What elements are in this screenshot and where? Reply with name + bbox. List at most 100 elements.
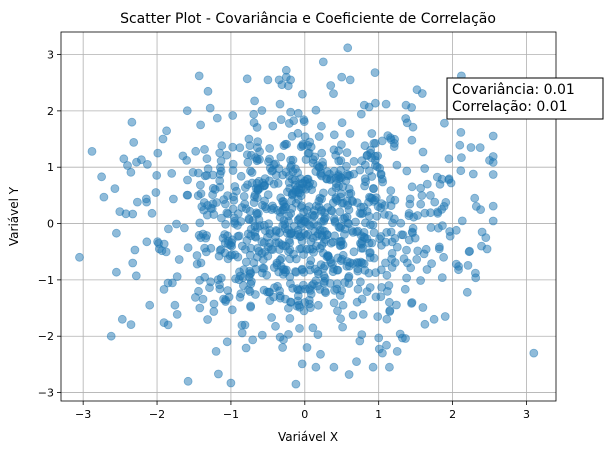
scatter-point xyxy=(172,309,182,319)
scatter-point xyxy=(320,261,330,271)
scatter-point xyxy=(412,254,422,264)
scatter-point xyxy=(348,227,358,237)
scatter-point xyxy=(268,121,278,131)
scatter-point xyxy=(292,284,302,294)
scatter-point xyxy=(335,223,345,233)
scatter-point xyxy=(302,244,311,254)
scatter-point xyxy=(311,105,321,115)
scatter-point xyxy=(308,158,318,168)
scatter-point xyxy=(386,227,396,237)
scatter-point xyxy=(344,184,354,194)
scatter-point xyxy=(275,99,285,109)
scatter-point xyxy=(130,245,140,255)
scatter-point xyxy=(422,265,432,274)
scatter-point xyxy=(358,243,368,253)
scatter-point xyxy=(203,315,213,324)
scatter-point xyxy=(362,151,372,161)
scatter-point xyxy=(381,99,391,109)
scatter-point xyxy=(382,340,391,350)
scatter-point xyxy=(360,141,370,151)
scatter-point xyxy=(420,319,430,329)
scatter-point xyxy=(153,148,163,158)
correlation-text: Correlação: 0.01 xyxy=(452,99,568,115)
scatter-point xyxy=(465,246,475,256)
scatter-point xyxy=(215,169,225,179)
scatter-point xyxy=(422,179,432,189)
scatter-point xyxy=(392,160,402,170)
scatter-point xyxy=(271,321,280,331)
scatter-point xyxy=(305,221,315,231)
scatter-point xyxy=(286,297,295,307)
x-axis-label: Variável X xyxy=(278,430,338,444)
stats-annotation: Covariância: 0.01 Correlação: 0.01 xyxy=(446,77,604,120)
scatter-point xyxy=(441,197,451,207)
scatter-point xyxy=(196,233,206,243)
scatter-point xyxy=(323,252,333,262)
scatter-point xyxy=(259,220,269,230)
scatter-point xyxy=(488,131,498,141)
scatter-point xyxy=(170,300,180,310)
scatter-point xyxy=(445,231,455,241)
scatter-point xyxy=(285,272,295,282)
scatter-point xyxy=(333,306,342,316)
scatter-point xyxy=(481,233,491,243)
scatter-point xyxy=(142,159,152,169)
scatter-point xyxy=(416,276,426,285)
scatter-point xyxy=(281,72,291,82)
scatter-point xyxy=(196,189,206,199)
scatter-point xyxy=(275,286,285,296)
scatter-point xyxy=(365,220,375,230)
scatter-point xyxy=(334,146,344,156)
scatter-point xyxy=(227,305,237,315)
scatter-point xyxy=(249,109,259,119)
scatter-point xyxy=(112,228,121,238)
scatter-point xyxy=(378,177,388,187)
scatter-point xyxy=(382,314,392,324)
scatter-point xyxy=(223,286,233,295)
scatter-point xyxy=(216,156,226,166)
covariance-text: Covariância: 0.01 xyxy=(452,82,575,98)
scatter-point xyxy=(320,273,330,283)
scatter-point xyxy=(131,271,141,281)
y-tick-label: 2 xyxy=(47,105,54,118)
scatter-point xyxy=(247,168,257,177)
scatter-point xyxy=(327,206,337,216)
scatter-point xyxy=(311,362,321,372)
scatter-point xyxy=(287,174,297,184)
scatter-point xyxy=(384,281,394,290)
scatter-point xyxy=(106,331,116,341)
scatter-point xyxy=(412,85,422,95)
scatter-point xyxy=(299,267,309,277)
scatter-point xyxy=(437,221,447,231)
scatter-point xyxy=(239,191,249,201)
scatter-point xyxy=(373,312,383,322)
scatter-point xyxy=(119,154,129,164)
scatter-point xyxy=(196,120,206,130)
scatter-point xyxy=(446,178,456,188)
scatter-point xyxy=(228,111,238,120)
scatter-point xyxy=(420,164,430,173)
scatter-point xyxy=(97,172,106,182)
scatter-point xyxy=(439,118,449,128)
scatter-point xyxy=(408,122,418,132)
scatter-point xyxy=(151,188,161,197)
scatter-point xyxy=(349,247,359,257)
scatter-point xyxy=(308,323,318,333)
scatter-point xyxy=(273,178,283,188)
x-tick-label: 2 xyxy=(449,408,456,421)
scatter-point xyxy=(126,167,136,177)
scatter-point xyxy=(345,258,355,268)
scatter-point xyxy=(406,263,416,273)
scatter-point xyxy=(433,208,443,218)
scatter-point xyxy=(243,157,253,167)
scatter-point xyxy=(356,109,366,119)
scatter-point xyxy=(257,330,267,340)
scatter-point xyxy=(376,292,386,302)
scatter-point xyxy=(313,300,323,310)
scatter-point xyxy=(158,134,168,144)
scatter-point xyxy=(167,168,177,178)
plot-frame xyxy=(60,31,557,402)
scatter-point xyxy=(284,247,293,256)
scatter-point xyxy=(242,150,252,160)
